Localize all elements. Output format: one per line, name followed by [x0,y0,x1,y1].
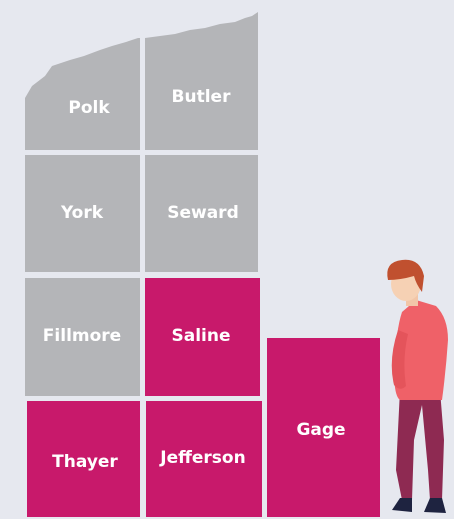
county-label: York [60,203,104,223]
county [25,155,140,272]
county-label: Gage [296,420,345,440]
county [27,401,140,517]
county [145,12,258,150]
county [145,278,260,396]
county [146,401,262,517]
county-label: Polk [68,98,110,118]
county-label: Butler [172,87,232,107]
county-label: Seward [167,203,239,223]
person-illustration [387,259,448,513]
county-label: Fillmore [43,326,121,346]
county-label: Thayer [52,452,118,472]
county-label: Jefferson [159,448,245,468]
county [25,278,140,396]
county [25,38,140,150]
county-label: Saline [171,326,230,346]
county [267,338,380,517]
county [145,155,258,272]
